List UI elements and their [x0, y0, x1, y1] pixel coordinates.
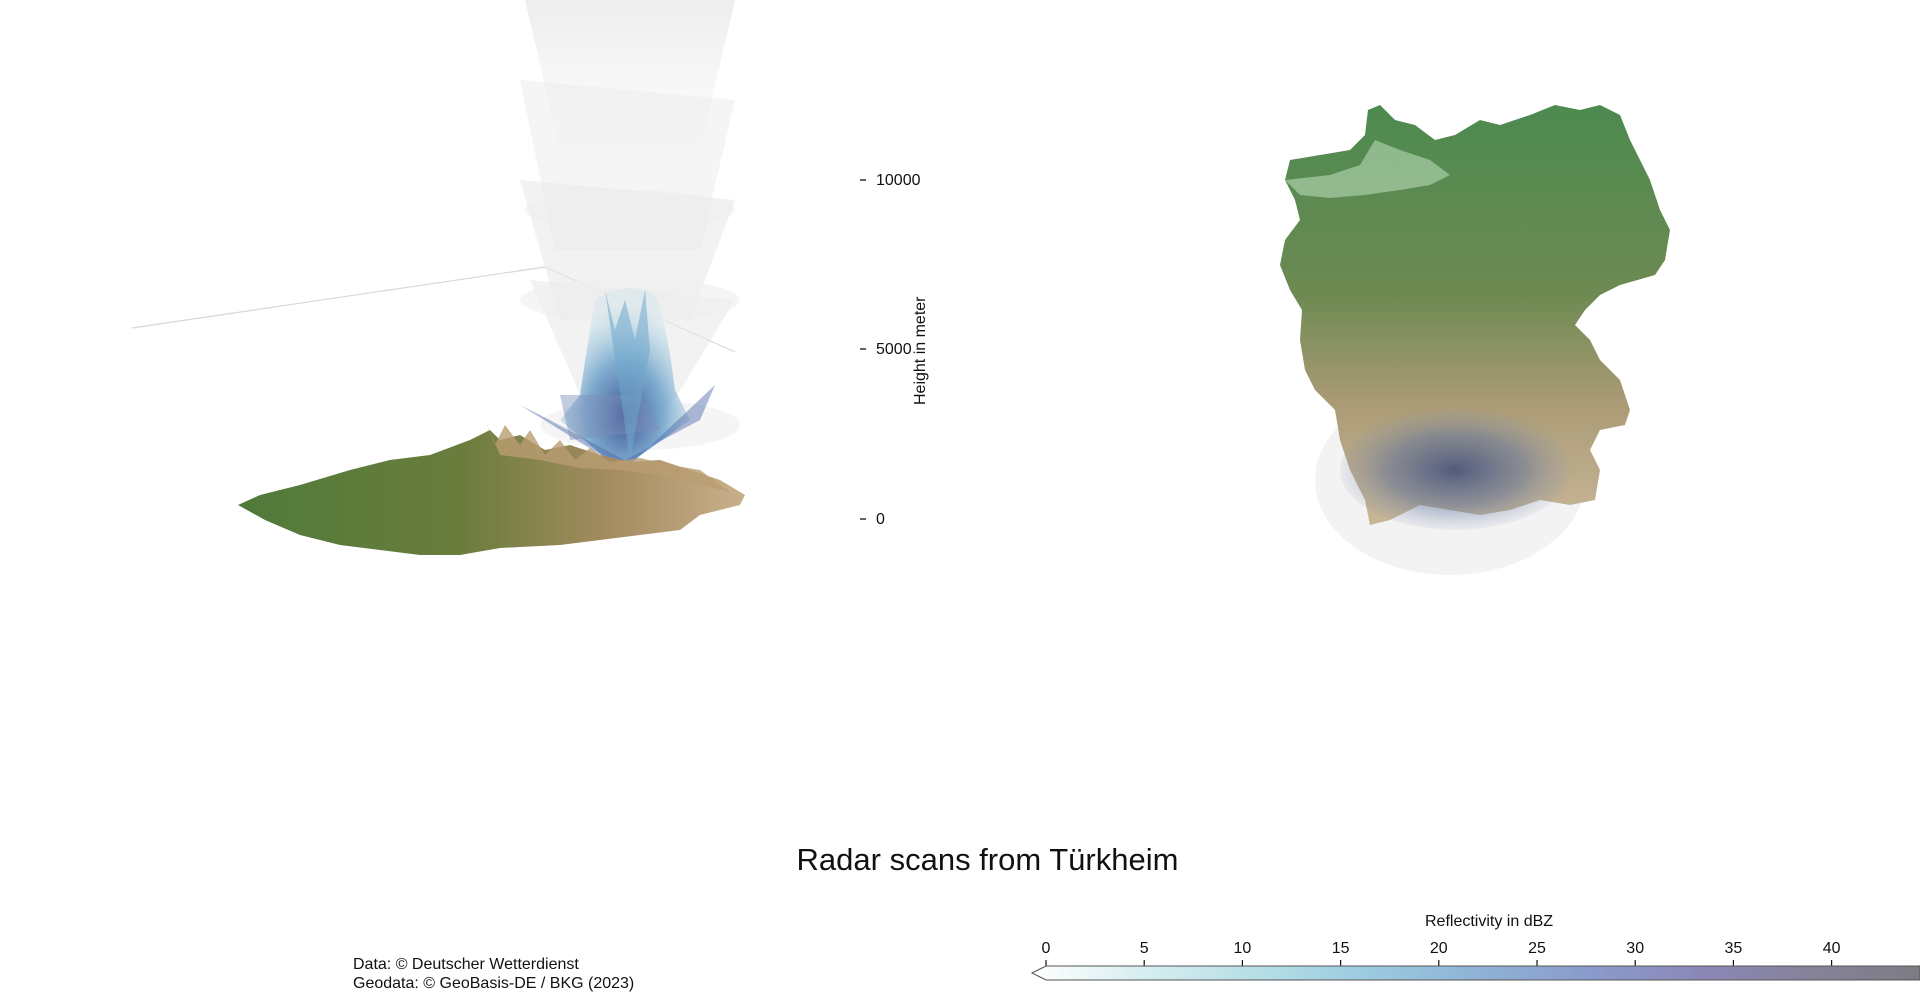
reflectivity-volume — [520, 288, 715, 470]
legend-tick-label: 15 — [1332, 940, 1350, 957]
reflectivity-legend: Reflectivity in dBZ 0 5 10 15 20 25 30 35 40 — [1020, 905, 1920, 995]
radar-3d-graphic: 10000 5000 0 Height in meter — [131, 0, 929, 555]
attribution: Data: © Deutscher Wetterdienst Geodata: … — [353, 955, 634, 993]
legend-tick-label: 10 — [1234, 940, 1252, 957]
map-title: Radar scans from Türkheim — [796, 842, 1179, 877]
legend-tick-label: 0 — [1042, 940, 1051, 957]
legend-ticks: 0 5 10 15 20 25 30 35 40 — [1042, 940, 1841, 966]
legend-tick-label: 20 — [1430, 940, 1448, 957]
legend-tick-label: 5 — [1140, 940, 1149, 957]
radar-scan-cones — [520, 0, 740, 450]
height-axis-tick-label: 0 — [876, 511, 885, 528]
height-axis-label: Height in meter — [912, 296, 929, 405]
radar-3d-view: 10000 5000 0 Height in meter — [0, 0, 1000, 620]
ground-plane-line — [131, 266, 546, 329]
legend-tick-label: 25 — [1528, 940, 1546, 957]
germany-map — [1200, 80, 1760, 600]
legend-tick-label: 40 — [1823, 940, 1841, 957]
height-axis-tick-label: 10000 — [876, 172, 921, 189]
height-axis: 10000 5000 0 Height in meter — [860, 172, 929, 528]
germany-terrain — [1280, 105, 1670, 525]
legend-bar — [1030, 965, 1920, 981]
legend-title: Reflectivity in dBZ — [1425, 913, 1554, 930]
legend-tick-label: 30 — [1626, 940, 1644, 957]
data-credit: Data: © Deutscher Wetterdienst — [353, 956, 579, 973]
legend-tick-label: 35 — [1725, 940, 1743, 957]
geodata-credit: Geodata: © GeoBasis-DE / BKG (2023) — [353, 975, 635, 992]
legend-colorbar: 0 5 10 15 20 25 30 35 40 — [1030, 940, 1920, 981]
germany-map-graphic — [1280, 105, 1670, 575]
radar-reflectivity-footprint — [1340, 410, 1570, 530]
height-axis-tick-label: 5000 — [876, 341, 912, 358]
